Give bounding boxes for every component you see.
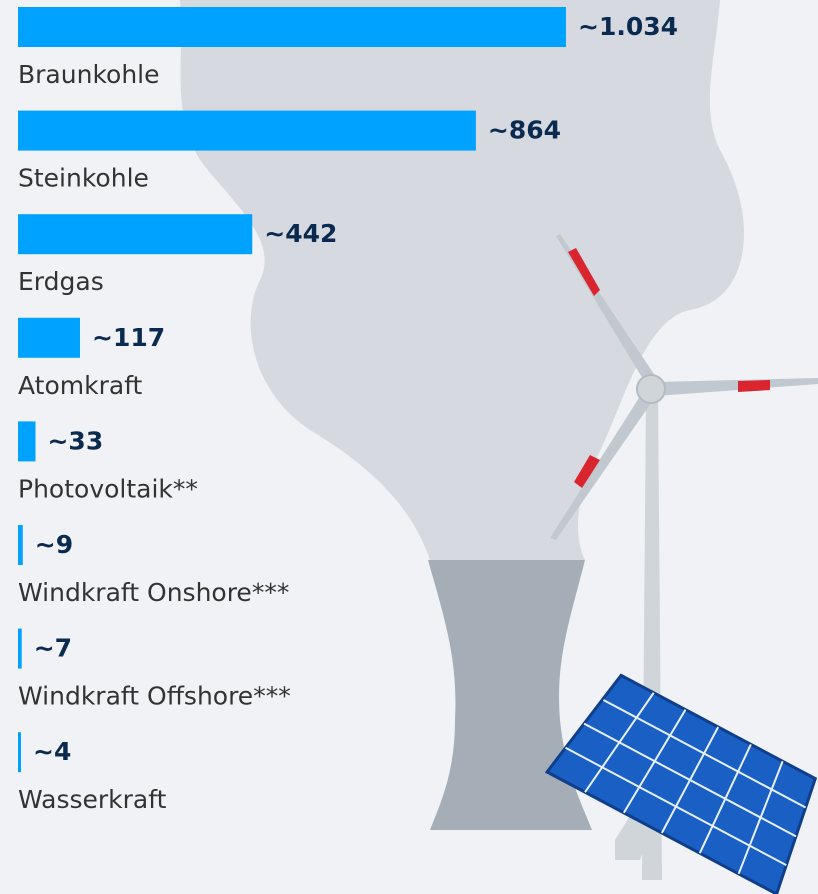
blade-mark bbox=[574, 455, 600, 488]
bar bbox=[18, 110, 476, 151]
blade bbox=[550, 390, 656, 540]
value-label: ~864 bbox=[488, 116, 561, 145]
blade bbox=[656, 378, 818, 396]
category-label: Atomkraft bbox=[18, 371, 143, 400]
bar bbox=[18, 628, 22, 669]
bar bbox=[18, 7, 566, 47]
category-label: Wasserkraft bbox=[18, 785, 167, 814]
value-label: ~1.034 bbox=[578, 12, 678, 41]
smoke bbox=[180, 0, 744, 560]
bar bbox=[18, 525, 23, 565]
hub bbox=[636, 374, 666, 404]
value-label: ~117 bbox=[92, 323, 165, 352]
category-label: Steinkohle bbox=[18, 164, 149, 193]
blade-mark bbox=[738, 380, 770, 392]
category-label: Erdgas bbox=[18, 267, 104, 296]
category-label: Braunkohle bbox=[18, 60, 160, 89]
value-label: ~442 bbox=[264, 219, 337, 248]
blade-mark bbox=[568, 248, 600, 296]
bar bbox=[18, 732, 21, 773]
value-label: ~7 bbox=[34, 634, 72, 663]
bar bbox=[18, 317, 81, 358]
category-label: Photovoltaik** bbox=[18, 474, 198, 503]
category-label: Windkraft Onshore*** bbox=[18, 578, 289, 607]
category-label: Windkraft Offshore*** bbox=[18, 682, 291, 711]
value-label: ~9 bbox=[35, 530, 73, 559]
value-label: ~33 bbox=[47, 426, 103, 455]
bar bbox=[18, 214, 253, 255]
solar-panel bbox=[544, 673, 818, 894]
cooling-tower bbox=[428, 560, 592, 830]
bar bbox=[18, 421, 36, 462]
value-label: ~4 bbox=[33, 737, 71, 766]
